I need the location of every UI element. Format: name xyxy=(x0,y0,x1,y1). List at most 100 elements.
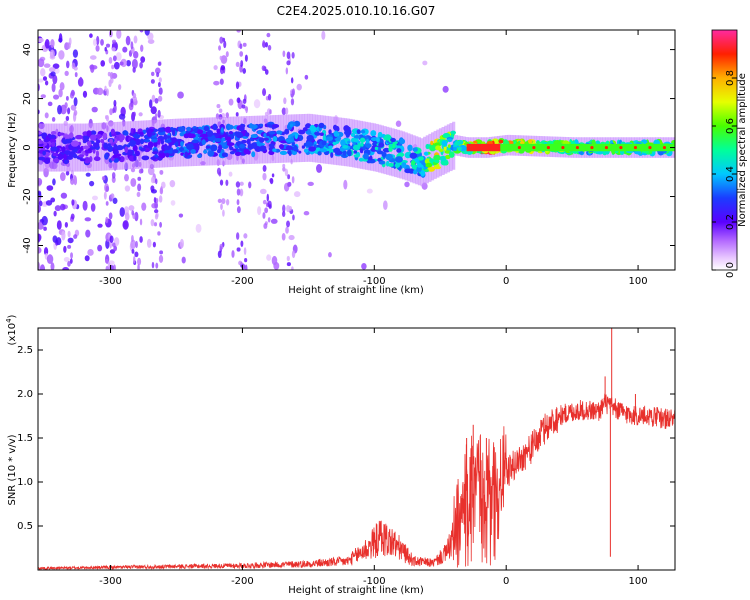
heat-cell xyxy=(100,39,104,46)
heat-cell xyxy=(266,123,272,128)
heat-cell xyxy=(236,30,241,33)
heat-cell xyxy=(50,262,55,270)
heat-cell xyxy=(216,128,221,134)
heat-cell xyxy=(64,70,69,77)
heat-cell xyxy=(73,109,78,116)
heat-cell xyxy=(150,219,155,227)
heat-cell xyxy=(124,212,130,221)
heat-cell xyxy=(109,108,113,116)
heat-cell xyxy=(638,143,642,152)
heat-cell xyxy=(89,134,97,141)
heat-cell xyxy=(147,39,155,44)
heat-cell xyxy=(109,71,114,80)
heat-cell xyxy=(131,249,135,254)
heat-cell xyxy=(42,76,48,81)
heat-cell xyxy=(118,113,126,120)
heat-cell xyxy=(239,181,244,186)
heat-cell xyxy=(111,47,116,52)
heat-cell xyxy=(290,77,294,84)
heat-cell xyxy=(89,55,97,60)
heat-cell xyxy=(500,143,503,152)
heat-cell xyxy=(219,36,224,44)
heat-cell xyxy=(597,143,600,152)
heat-cell xyxy=(271,255,278,266)
spectrogram-x-ticks: -300 -200 -100 0 100 xyxy=(99,30,648,287)
heat-cell xyxy=(193,142,200,147)
heat-cell xyxy=(169,180,176,188)
heat-cell xyxy=(65,115,70,122)
heat-cell xyxy=(539,143,543,152)
heat-cell xyxy=(43,63,51,68)
heat-cell xyxy=(52,63,60,69)
heat-cell xyxy=(138,168,143,174)
heat-cell xyxy=(370,130,377,137)
heat-cell xyxy=(359,148,364,154)
heat-cell xyxy=(137,257,142,266)
heat-cell xyxy=(108,56,113,64)
heat-cell xyxy=(288,234,295,241)
heat-cell xyxy=(155,67,161,74)
y-tick-label: -40 xyxy=(22,237,33,253)
heat-cell xyxy=(525,143,529,152)
heat-cell xyxy=(267,93,272,101)
heat-cell xyxy=(223,40,227,49)
heat-cell xyxy=(468,143,471,152)
heat-cell xyxy=(281,107,287,116)
heat-cell xyxy=(648,150,653,154)
heat-cell xyxy=(579,143,582,152)
heat-cell xyxy=(383,200,388,210)
heat-cell xyxy=(292,214,295,221)
heat-cell xyxy=(342,145,349,149)
heat-cell xyxy=(278,144,285,149)
heat-cell xyxy=(71,62,76,70)
heat-cell xyxy=(93,156,101,162)
heat-cell xyxy=(395,120,402,127)
heat-cell xyxy=(286,60,291,66)
heat-cell xyxy=(516,143,519,152)
heat-cell xyxy=(172,149,179,154)
heat-cell xyxy=(116,145,124,151)
heat-cell xyxy=(90,130,97,136)
heat-cell xyxy=(338,117,342,166)
heat-cell xyxy=(147,141,154,149)
heat-cell xyxy=(658,143,661,152)
heat-cell xyxy=(139,236,143,243)
heat-cell xyxy=(392,143,396,149)
heat-cell xyxy=(286,220,290,228)
heat-cell xyxy=(447,144,451,148)
heat-cell xyxy=(285,138,293,143)
heat-cell xyxy=(549,143,552,152)
heat-cell xyxy=(72,49,79,58)
heat-cell xyxy=(159,250,164,255)
heat-cell xyxy=(159,119,163,168)
heat-cell xyxy=(251,151,256,158)
heat-cell xyxy=(257,206,262,216)
heat-cell xyxy=(230,116,234,165)
heat-cell xyxy=(308,146,317,152)
colorbar-gradient xyxy=(711,29,738,271)
heat-cell xyxy=(58,88,63,98)
heat-cell xyxy=(157,95,163,102)
snr-multiplier-label: (x104) xyxy=(5,314,18,345)
heat-cell xyxy=(56,220,62,230)
heat-cell xyxy=(282,204,286,213)
heat-cell xyxy=(470,143,473,152)
heat-cell xyxy=(113,245,117,252)
heat-cell xyxy=(195,223,202,233)
heat-cell xyxy=(603,143,606,152)
heat-cell xyxy=(226,142,235,147)
heat-cell xyxy=(239,124,245,132)
y-tick-label: 40 xyxy=(22,43,33,56)
heat-cell xyxy=(510,143,513,152)
spectrogram-y-ticks: -40 -20 0 20 40 xyxy=(22,43,675,254)
heat-cell xyxy=(634,150,642,155)
heat-cell xyxy=(81,150,86,156)
colorbar-tick-label: 0.0 xyxy=(725,262,736,278)
heat-cell xyxy=(286,255,290,262)
heat-cell xyxy=(422,60,428,66)
heat-cell xyxy=(666,143,669,152)
heat-cell xyxy=(63,245,67,253)
heat-cell xyxy=(212,123,218,131)
heat-cell xyxy=(609,143,612,152)
heat-cell xyxy=(486,143,489,152)
